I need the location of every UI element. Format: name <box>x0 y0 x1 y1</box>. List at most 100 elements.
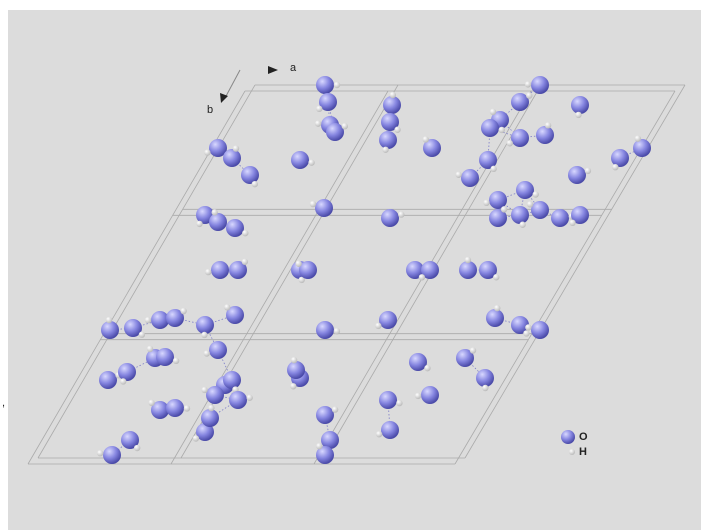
hydrogen-atom <box>418 274 426 281</box>
oxygen-atom <box>611 149 629 167</box>
hydrogen-atom <box>316 105 323 113</box>
hydrogen-atom <box>180 307 187 315</box>
oxygen-atom <box>479 261 497 279</box>
hydrogen-atom <box>119 378 127 385</box>
oxygen-atom <box>479 151 497 169</box>
oxygen-atom <box>201 409 219 427</box>
oxygen-atom <box>456 349 474 367</box>
hydrogen-atom <box>232 145 240 152</box>
oxygen-atom <box>209 139 227 157</box>
oxygen-atom <box>223 149 241 167</box>
oxygen-atom <box>476 369 494 387</box>
axis-a-label: a <box>290 62 297 74</box>
oxygen-atom <box>551 209 569 227</box>
oxygen-atom <box>316 76 334 94</box>
oxygen-atom <box>166 309 184 327</box>
axis-b-label: b <box>207 104 213 116</box>
oxygen-atom <box>531 76 549 94</box>
hydrogen-atom <box>569 219 576 227</box>
oxygen-atom <box>531 321 549 339</box>
oxygen-atom <box>316 446 334 464</box>
hydrogen-atom <box>204 149 211 156</box>
hydrogen-atom <box>422 136 429 143</box>
hydrogen-atom <box>290 383 297 390</box>
oxygen-atom <box>229 261 247 279</box>
oxygen-atom <box>381 209 399 227</box>
oxygen-atom <box>101 321 119 339</box>
hydrogen-atom <box>389 91 397 99</box>
oxygen-atom <box>124 319 142 337</box>
hydrogen-atom <box>133 444 141 452</box>
hydrogen-atom <box>375 322 382 330</box>
hydrogen-atom <box>341 123 348 130</box>
oxygen-atom <box>316 321 334 339</box>
oxygen-atom <box>156 348 174 366</box>
hydrogen-atom <box>138 331 146 338</box>
oxygen-atom <box>633 139 651 157</box>
hydrogen-atom <box>525 324 532 331</box>
hydrogen-atom <box>526 201 534 208</box>
hydrogen-atom <box>506 140 514 147</box>
atoms <box>96 76 651 464</box>
oxygen-atom <box>489 191 507 209</box>
oxygen-atom <box>209 341 227 359</box>
hydrogen-atom <box>333 81 341 89</box>
hydrogen-atom <box>295 260 302 267</box>
oxygen-atom <box>516 181 534 199</box>
axis-b-line <box>224 69 241 99</box>
hydrogen-atom <box>494 304 501 312</box>
oxygen-atom <box>568 166 586 184</box>
hydrogen-atom <box>298 276 305 284</box>
hydrogen-atom <box>382 146 389 153</box>
oxygen-atom <box>423 139 441 157</box>
hydrogen-atom <box>489 108 497 116</box>
hydrogen-atom <box>396 399 403 407</box>
hydrogen-atom <box>490 165 497 173</box>
hydrogen-atom <box>469 347 477 354</box>
oxygen-atom <box>461 169 479 187</box>
oxygen-atom <box>326 123 344 141</box>
hydrogen-atom <box>183 405 191 412</box>
cell-edge <box>170 90 389 465</box>
hydrogen-atom <box>246 394 253 401</box>
hydrogen-atom <box>398 211 405 218</box>
oxygen-atom <box>571 206 589 224</box>
hydrogen-atom <box>251 180 259 188</box>
margin-text: , <box>2 397 5 409</box>
oxygen-atom <box>118 363 136 381</box>
hydrogen-atom <box>414 392 422 400</box>
oxygen-atom <box>299 261 317 279</box>
hydrogen-atom <box>105 316 113 324</box>
oxygen-atom <box>486 309 504 327</box>
hydrogen-atom <box>314 120 322 127</box>
oxygen-atom <box>99 371 117 389</box>
oxygen-atom <box>536 126 554 144</box>
oxygen-atom <box>209 213 227 231</box>
hydrogen-atom <box>333 327 341 335</box>
oxygen-atom <box>121 431 139 449</box>
hydrogen-atom <box>498 126 505 134</box>
oxygen-atom <box>379 391 397 409</box>
hydrogen-atom <box>523 330 530 337</box>
oxygen-atom <box>459 261 477 279</box>
hydrogen-atom <box>208 404 215 412</box>
oxygen-atom <box>196 423 214 441</box>
legend-oxygen-swatch <box>561 430 575 444</box>
oxygen-atom <box>226 219 244 237</box>
hydrogen-atom <box>482 384 489 392</box>
hydrogen-atom <box>146 345 154 353</box>
hydrogen-atom <box>315 443 323 450</box>
oxygen-atom <box>206 386 224 404</box>
hydrogen-atom <box>224 304 231 311</box>
hydrogen-atom <box>464 256 472 264</box>
hydrogen-atom <box>493 274 500 281</box>
oxygen-atom <box>223 371 241 389</box>
hydrogen-atom <box>483 199 490 207</box>
oxygen-atom <box>511 206 529 224</box>
oxygen-atom <box>196 316 214 334</box>
oxygen-atom <box>489 209 507 227</box>
oxygen-atom <box>381 421 399 439</box>
oxygen-atom <box>481 119 499 137</box>
axis-a-arrow <box>268 66 278 74</box>
